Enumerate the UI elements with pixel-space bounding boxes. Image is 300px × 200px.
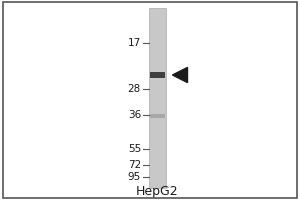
Text: 28: 28 [128, 84, 141, 94]
Text: HepG2: HepG2 [136, 184, 179, 198]
Polygon shape [172, 67, 188, 83]
Text: 55: 55 [128, 144, 141, 154]
Text: 17: 17 [128, 38, 141, 48]
Text: 95: 95 [128, 172, 141, 182]
Text: 36: 36 [128, 110, 141, 120]
FancyBboxPatch shape [149, 8, 166, 188]
Text: 72: 72 [128, 160, 141, 170]
FancyBboxPatch shape [150, 114, 165, 118]
FancyBboxPatch shape [150, 72, 165, 78]
